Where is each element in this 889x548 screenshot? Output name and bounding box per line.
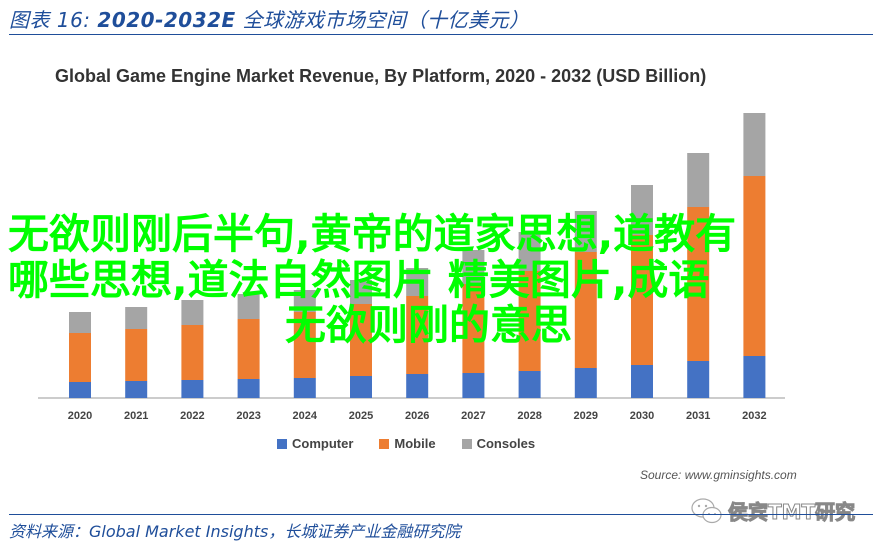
x-tick-label: 2029 <box>574 410 598 422</box>
bar-computer-2022 <box>181 380 204 398</box>
x-tick-label: 2022 <box>180 410 204 422</box>
x-tick-label: 2024 <box>293 410 318 422</box>
chart-title: Global Game Engine Market Revenue, By Pl… <box>55 66 707 86</box>
watermark: 侯宾TMT研究 <box>690 496 856 525</box>
bar-consoles-2022 <box>181 300 204 325</box>
watermark-text: 侯宾TMT研究 <box>727 500 856 525</box>
bar-mobile-2021 <box>125 329 148 381</box>
bar-computer-2026 <box>406 374 429 398</box>
bar-consoles-2030 <box>631 185 653 235</box>
bar-mobile-2030 <box>631 235 653 365</box>
bar-consoles-2024 <box>293 290 316 312</box>
x-tick-label: 2030 <box>630 410 654 422</box>
bar-consoles-2023 <box>237 294 260 319</box>
bar-computer-2031 <box>687 361 710 398</box>
wechat-icon <box>691 497 722 523</box>
x-tick-label: 2028 <box>517 410 541 422</box>
bottom-divider <box>9 514 873 515</box>
legend-item-consoles: Consoles <box>461 436 536 451</box>
legend: Computer Mobile Consoles <box>277 436 535 451</box>
bar-computer-2025 <box>350 376 372 398</box>
bar-consoles-2031 <box>687 153 710 207</box>
bar-computer-2032 <box>743 356 766 398</box>
bar-mobile-2026 <box>406 296 429 374</box>
stacked-bar-chart: 2020 2021 2022 2023 2024 2025 2026 2027 2028 2029… <box>38 113 785 422</box>
x-tick-label: 2026 <box>405 410 429 422</box>
x-tick-label: 2025 <box>349 410 373 422</box>
x-tick-label: 2031 <box>686 410 710 422</box>
bar-computer-2023 <box>237 379 260 398</box>
legend-label-mobile: Mobile <box>394 436 436 451</box>
chart-source: Source: www.gminsights.com <box>640 468 797 482</box>
x-tick-label: 2020 <box>68 410 92 422</box>
bar-computer-2027 <box>462 373 485 398</box>
legend-swatch-consoles <box>461 438 472 449</box>
bar-consoles-2020 <box>69 312 91 333</box>
footer-source: 资料来源：Global Market Insights，长城证券产业金融研究院 <box>9 522 461 541</box>
bar-computer-2024 <box>293 378 316 398</box>
bar-consoles-2026 <box>406 268 429 296</box>
bar-computer-2021 <box>125 381 148 398</box>
bar-consoles-2027 <box>462 250 485 284</box>
overlay-text-line-1: 无欲则刚后半句,黄帝的道家思想,道教有 <box>8 210 737 258</box>
bar-consoles-2021 <box>125 307 148 329</box>
legend-item-mobile: Mobile <box>379 436 436 451</box>
overlay-text-line-2: 哪些思想,道法自然图片 精美图片,成语 <box>8 256 710 304</box>
bar-mobile-2029 <box>574 252 597 368</box>
top-divider <box>9 34 873 35</box>
bar-computer-2028 <box>518 371 541 398</box>
x-tick-label: 2021 <box>124 410 148 422</box>
bar-consoles-2032 <box>743 113 766 176</box>
x-tick-label: 2032 <box>742 410 766 422</box>
legend-label-consoles: Consoles <box>476 436 536 451</box>
figure-title-prefix: 图表 16: <box>9 8 91 32</box>
legend-item-computer: Computer <box>277 436 353 451</box>
bar-mobile-2025 <box>350 304 372 376</box>
bars-group <box>69 113 766 398</box>
legend-label-computer: Computer <box>292 436 354 451</box>
figure-title: 图表 16: 2020-2032E 全球游戏市场空间（十亿美元） <box>9 4 530 33</box>
bar-mobile-2024 <box>293 312 316 378</box>
bar-mobile-2022 <box>181 325 204 380</box>
bar-consoles-2028 <box>518 232 541 271</box>
figure-title-caption: 全球游戏市场空间（十亿美元） <box>242 8 530 32</box>
bar-consoles-2025 <box>350 280 372 304</box>
bar-consoles-2029 <box>574 211 597 252</box>
legend-swatch-computer <box>277 438 287 449</box>
bar-mobile-2023 <box>237 319 260 379</box>
legend-swatch-mobile <box>379 438 390 449</box>
overlay-text-line-3: 无欲则刚的意思 <box>285 301 572 349</box>
bar-mobile-2028 <box>518 271 541 371</box>
bar-mobile-2032 <box>743 176 766 356</box>
bar-mobile-2031 <box>687 207 710 361</box>
bar-mobile-2020 <box>69 333 91 382</box>
x-tick-label: 2027 <box>461 410 485 422</box>
x-tick-label: 2023 <box>236 410 260 422</box>
x-tick-labels: 2020 2021 2022 2023 2024 2025 2026 2027 2028 2029… <box>68 410 767 422</box>
bar-computer-2020 <box>69 382 91 398</box>
bar-mobile-2027 <box>462 284 485 373</box>
bar-computer-2030 <box>631 365 653 398</box>
bar-computer-2029 <box>574 368 597 398</box>
figure-title-range: 2020-2032E <box>97 8 236 32</box>
